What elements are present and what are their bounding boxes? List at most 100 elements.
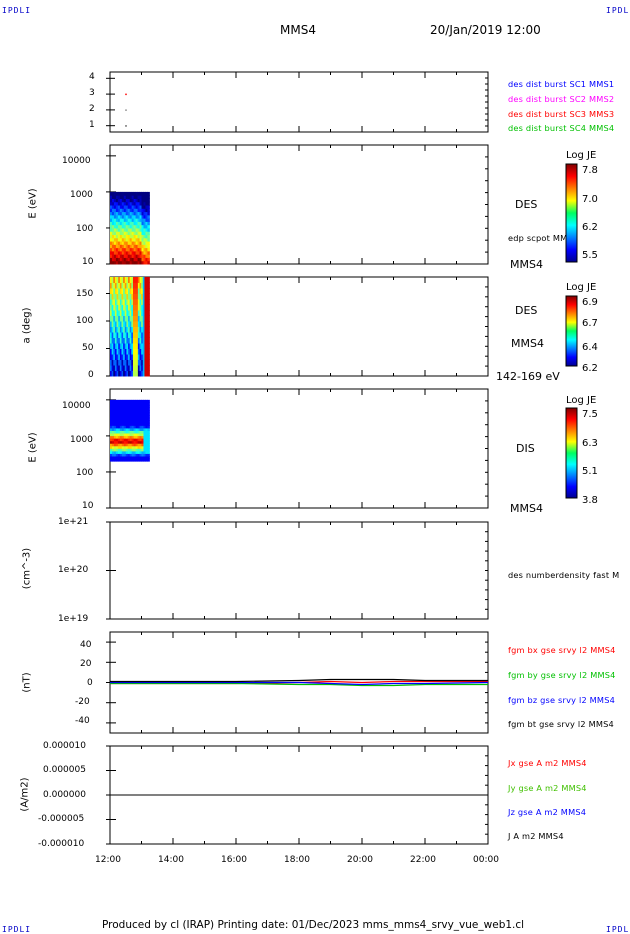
dis-energy-cell	[145, 420, 148, 424]
des-pitch-cell	[114, 293, 118, 300]
dis-energy-cell	[111, 440, 115, 444]
des-energy-cell	[141, 250, 144, 255]
des-pitch-cell	[123, 321, 126, 327]
des-pitch-cell	[139, 282, 142, 289]
dis-energy-cell	[143, 410, 146, 414]
dis-energy-cell	[127, 402, 131, 406]
dis-energy-cell	[133, 407, 137, 411]
des-energy-cell	[119, 244, 123, 249]
dis-energy-cell	[119, 427, 123, 431]
des-energy-cell	[135, 218, 139, 222]
des-energy-cell	[125, 221, 129, 226]
des-pitch-cell	[131, 365, 134, 371]
dis-energy-cell	[121, 415, 125, 419]
dis-energy-cell	[137, 450, 141, 454]
dis-energy-cell	[113, 425, 117, 429]
des-energy-cell	[145, 198, 148, 203]
dis-energy-cell	[141, 453, 144, 457]
des-pitch-cell	[146, 332, 149, 338]
dis-energy-cell	[147, 422, 150, 426]
des-energy-cell	[119, 254, 123, 258]
des-energy-cell	[129, 195, 133, 199]
des-energy-cell	[139, 247, 142, 252]
dis-energy-cell	[141, 448, 144, 452]
des-pitch-cell	[116, 343, 119, 349]
des-energy-cell	[121, 254, 125, 258]
dis-energy-cell	[115, 433, 119, 437]
des-pitch-cell	[123, 354, 126, 360]
des-pitch-cell	[131, 310, 134, 316]
des-pitch-cell	[110, 365, 113, 371]
des-pitch-cell	[132, 359, 136, 366]
des-energy-cell	[141, 198, 144, 203]
des-pitch-cell	[141, 348, 144, 355]
des-pitch-cell	[131, 332, 134, 338]
des-pitch-cell	[131, 348, 134, 355]
des-energy-cell	[129, 254, 133, 258]
dis-energy-cell	[137, 458, 141, 462]
des-energy-cell	[133, 244, 137, 249]
xtick-1600: 16:00	[221, 855, 247, 865]
dis-energy-cell	[111, 399, 115, 403]
des-energy-cell	[117, 257, 121, 262]
dis-energy-cell	[110, 407, 113, 411]
des-pitch-cell	[146, 310, 149, 316]
des-energy-cell	[113, 234, 117, 239]
dis-energy-cell	[145, 417, 148, 421]
des-energy-cell	[115, 237, 119, 242]
dis-energy-cell	[115, 453, 119, 457]
dis-energy-cell	[123, 404, 127, 409]
dis-energy-cell	[137, 407, 141, 411]
dis-energy-cell	[137, 433, 141, 437]
des-energy-cell	[111, 201, 115, 206]
des-pitch-cell	[116, 304, 119, 311]
dis-energy-cell	[111, 433, 115, 437]
datetime-title: 20/Jan/2019 12:00	[430, 23, 541, 37]
des-pitch-cell	[128, 337, 131, 344]
des-energy-cell	[127, 247, 131, 252]
p2-label-scpot: edp scpot MMS4	[508, 233, 579, 243]
des-energy-cell	[127, 231, 131, 236]
dis-energy-cell	[143, 399, 146, 403]
dis-energy-cell	[115, 430, 119, 434]
des-energy-cell	[123, 227, 127, 232]
des-energy-cell	[111, 224, 115, 229]
des-energy-cell	[139, 201, 142, 206]
des-energy-cell	[141, 244, 144, 249]
p1-ytick-1: 1	[89, 120, 95, 130]
des-energy-cell	[110, 260, 113, 265]
p3-label-energy: 142-169 eV	[496, 370, 560, 383]
des-pitch-cell	[110, 277, 113, 283]
des-energy-cell	[131, 195, 135, 199]
dis-energy-cell	[123, 443, 127, 447]
des-pitch-cell	[141, 282, 144, 289]
des-energy-cell	[117, 211, 121, 216]
dis-energy-cell	[135, 435, 139, 439]
des-pitch-cell	[123, 365, 126, 371]
des-energy-cell	[110, 254, 113, 258]
dis-energy-cell	[115, 407, 119, 411]
des-energy-cell	[123, 214, 127, 219]
des-pitch-cell	[129, 332, 132, 338]
des-energy-cell	[129, 237, 133, 242]
des-energy-cell	[111, 231, 115, 236]
des-energy-cell	[137, 191, 141, 196]
dis-energy-cell	[133, 410, 137, 414]
des-pitch-cell	[129, 348, 132, 355]
dis-energy-cell	[141, 438, 144, 442]
des-pitch-cell	[118, 310, 121, 316]
dis-energy-cell	[129, 445, 133, 449]
des-pitch-cell	[144, 321, 147, 327]
des-energy-cell	[139, 241, 142, 245]
des-energy-cell	[125, 191, 129, 196]
dis-energy-cell	[133, 427, 137, 431]
des-energy-cell	[123, 234, 127, 239]
des-energy-cell	[147, 214, 150, 219]
des-energy-cell	[145, 237, 148, 242]
des-energy-cell	[123, 218, 127, 222]
des-energy-cell	[133, 231, 137, 236]
dis-energy-cell	[121, 435, 125, 439]
dis-energy-cell	[147, 415, 150, 419]
des-energy-cell	[129, 234, 133, 239]
des-energy-cell	[119, 198, 123, 203]
